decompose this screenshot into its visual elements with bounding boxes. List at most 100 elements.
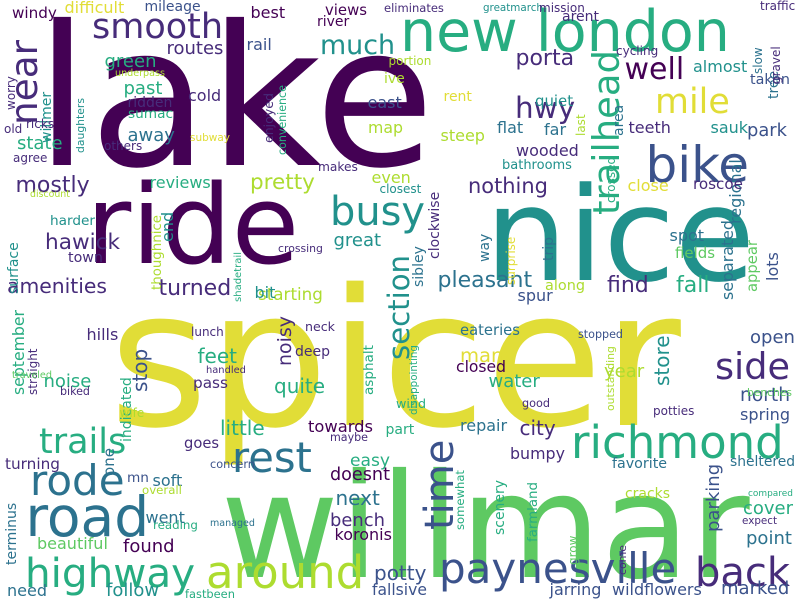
word-river: river xyxy=(317,14,350,30)
word-fall: fall xyxy=(676,273,710,298)
word-mile: mile xyxy=(655,82,730,122)
word-pleasant: pleasant xyxy=(437,268,533,293)
word-surface: surface xyxy=(6,241,22,294)
word-even: even xyxy=(371,168,411,187)
word-turned: turned xyxy=(158,276,232,301)
word-soft: soft xyxy=(152,471,183,490)
word-rest: rest xyxy=(232,432,312,482)
word-enjoyed: enjoyed xyxy=(260,93,276,143)
word-come: come xyxy=(615,544,629,575)
word-good: good xyxy=(522,396,551,410)
word-deep: deep xyxy=(295,344,330,360)
word-bit: bit xyxy=(254,283,276,302)
word-mn: mn xyxy=(127,470,149,486)
word-greatmarch: greatmarch xyxy=(483,2,543,14)
word-bike: bike xyxy=(645,136,750,194)
word-traveled: traveled xyxy=(12,370,52,381)
word-road: road xyxy=(25,485,150,549)
word-need: need xyxy=(7,581,47,600)
word-spot: spot xyxy=(669,226,705,245)
word-trails: trails xyxy=(39,422,127,462)
word-well: well xyxy=(624,52,685,87)
word-turning: turning xyxy=(5,454,60,473)
word-sauk: sauk xyxy=(710,118,749,137)
word-noise: noise xyxy=(43,371,92,392)
word-far: far xyxy=(544,120,567,139)
word-disappointing: disappointing xyxy=(408,345,420,415)
word-nice: nice xyxy=(485,159,755,311)
word-follow: follow xyxy=(106,580,160,600)
word-lake: lake xyxy=(35,0,435,211)
word-paynesville: paynesville xyxy=(439,544,677,593)
word-side: side xyxy=(715,345,790,388)
word-closed: closed xyxy=(456,358,507,376)
word-amenities: amenities xyxy=(7,274,108,298)
word-close: close xyxy=(627,176,669,195)
word-rent: rent xyxy=(443,89,472,105)
word-beautiful: beautiful xyxy=(37,534,108,553)
word-spicer: spicer xyxy=(109,249,681,470)
word-pass: pass xyxy=(193,373,228,392)
word-green: green xyxy=(104,51,157,72)
word-richmond: richmond xyxy=(571,416,784,469)
word-state: state xyxy=(17,133,63,154)
word-rode: rode xyxy=(30,456,125,505)
word-hills: hills xyxy=(86,325,119,344)
word-east: east xyxy=(367,93,402,112)
word-area: area xyxy=(611,104,627,136)
word-map: map xyxy=(368,118,404,137)
word-water: water xyxy=(488,371,540,392)
word-appear: appear xyxy=(743,240,761,292)
word-portion: portion xyxy=(388,54,432,68)
word-daughters: daughters xyxy=(73,98,87,153)
word-bumpy: bumpy xyxy=(510,444,565,463)
word-goes: goes xyxy=(184,434,220,452)
word-went: went xyxy=(145,508,185,527)
word-closest: closest xyxy=(379,182,422,196)
word-terminus: terminus xyxy=(4,502,20,565)
word-handled: handled xyxy=(206,365,246,376)
word-roscoe: roscoe xyxy=(693,174,743,193)
word-views: views xyxy=(325,0,368,19)
word-marked: marked xyxy=(721,578,790,599)
word-mostly: mostly xyxy=(15,173,90,198)
word-store: store xyxy=(650,334,674,386)
word-doesnt: doesnt xyxy=(330,465,390,485)
word-reading: reading xyxy=(153,518,198,532)
word-grow: grow xyxy=(566,535,580,565)
word-along: along xyxy=(545,278,586,294)
word-shadetrail: shadetrail xyxy=(233,252,244,302)
word-jarring: jarring xyxy=(549,580,602,599)
word-eliminates: eliminates xyxy=(384,1,444,15)
word-cold: cold xyxy=(188,86,222,105)
word-lunch: lunch xyxy=(191,325,224,339)
word-spur: spur xyxy=(517,286,553,305)
word-porta: porta xyxy=(515,46,575,71)
word-biked: biked xyxy=(60,384,90,398)
word-flat: flat xyxy=(497,118,524,137)
word-farmland: farmland xyxy=(525,481,541,542)
word-routes: routes xyxy=(166,38,224,59)
word-ridden: ridden xyxy=(127,95,173,111)
word-lots: lots xyxy=(763,251,782,281)
word-concern: concern xyxy=(210,457,255,471)
word-towards: towards xyxy=(308,417,374,436)
word-crossing: crossing xyxy=(278,241,323,255)
word-nothing: nothing xyxy=(468,173,548,198)
word-thoughnice: thoughnice xyxy=(149,215,165,290)
word-gravel: gravel xyxy=(769,46,783,84)
word-expect: expect xyxy=(742,515,778,527)
word-away: away xyxy=(127,125,175,146)
word-crossed: crossed xyxy=(604,156,618,203)
word-ricks: ricks xyxy=(26,117,55,131)
word-repair: repair xyxy=(460,416,508,435)
word-cycling: cycling xyxy=(616,44,659,58)
word-back: back xyxy=(695,550,791,596)
word-part: part xyxy=(385,422,415,438)
word-september: september xyxy=(9,309,28,395)
word-past: past xyxy=(123,78,163,99)
word-mileage: mileage xyxy=(144,0,201,15)
word-others: others xyxy=(104,139,143,153)
word-rail: rail xyxy=(246,35,272,54)
